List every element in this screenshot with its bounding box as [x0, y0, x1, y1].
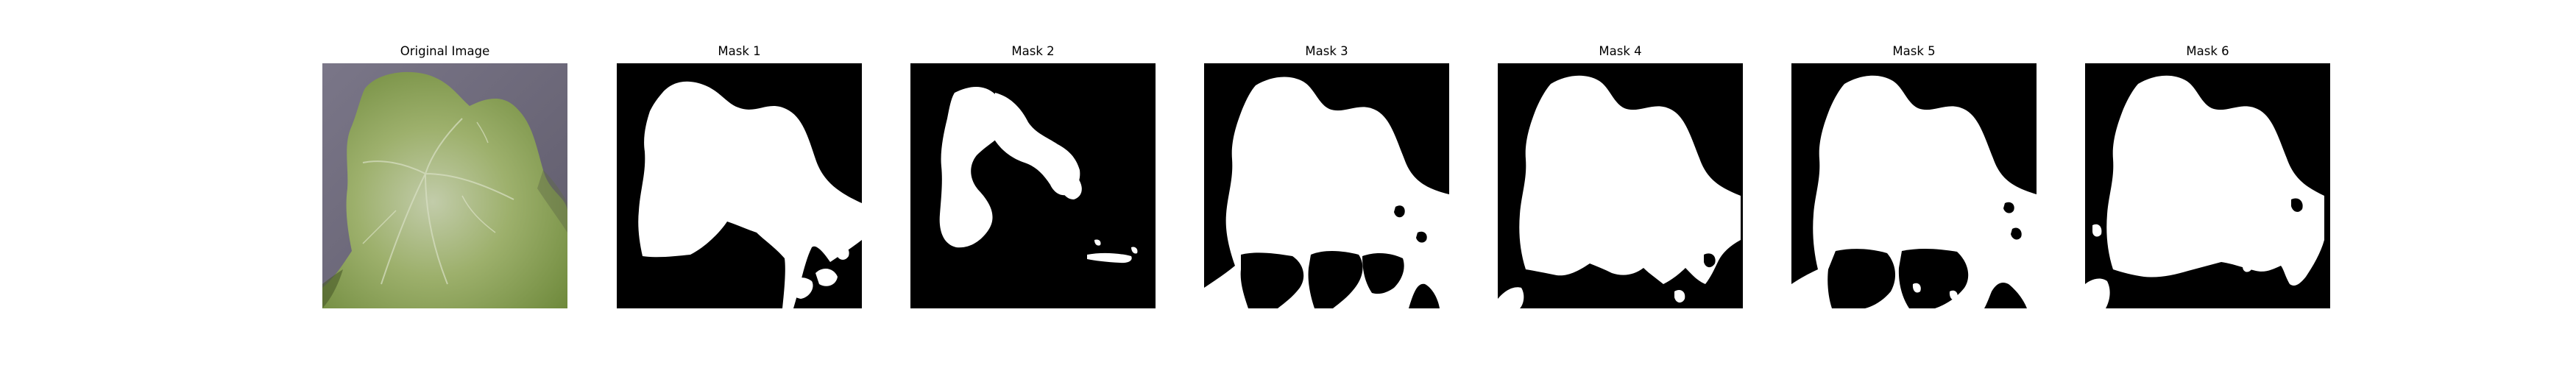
- panel-title: Mask 4: [1599, 44, 1642, 58]
- mask-6-image: [2085, 63, 2330, 308]
- mask-5-image: [1791, 63, 2037, 308]
- panel-title: Mask 1: [718, 44, 761, 58]
- panel-mask-5: Mask 5: [1791, 0, 2037, 316]
- mask-3-image: [1204, 63, 1449, 308]
- panel-title: Mask 3: [1305, 44, 1348, 58]
- panel-mask-4: Mask 4: [1498, 0, 1743, 316]
- panel-title: Mask 6: [2186, 44, 2229, 58]
- mask-4-image: [1498, 63, 1743, 308]
- original-leaf-image: [322, 63, 567, 308]
- panel-title: Mask 2: [1011, 44, 1055, 58]
- panel-mask-3: Mask 3: [1204, 0, 1449, 316]
- panel-mask-1: Mask 1: [617, 0, 862, 316]
- panel-title: Original Image: [400, 44, 490, 58]
- panel-mask-6: Mask 6: [2085, 0, 2330, 316]
- panel-title: Mask 5: [1892, 44, 1936, 58]
- panel-mask-2: Mask 2: [910, 0, 1156, 316]
- mask-2-image: [910, 63, 1156, 308]
- panel-original-image: Original Image: [322, 0, 567, 316]
- mask-1-image: [617, 63, 862, 308]
